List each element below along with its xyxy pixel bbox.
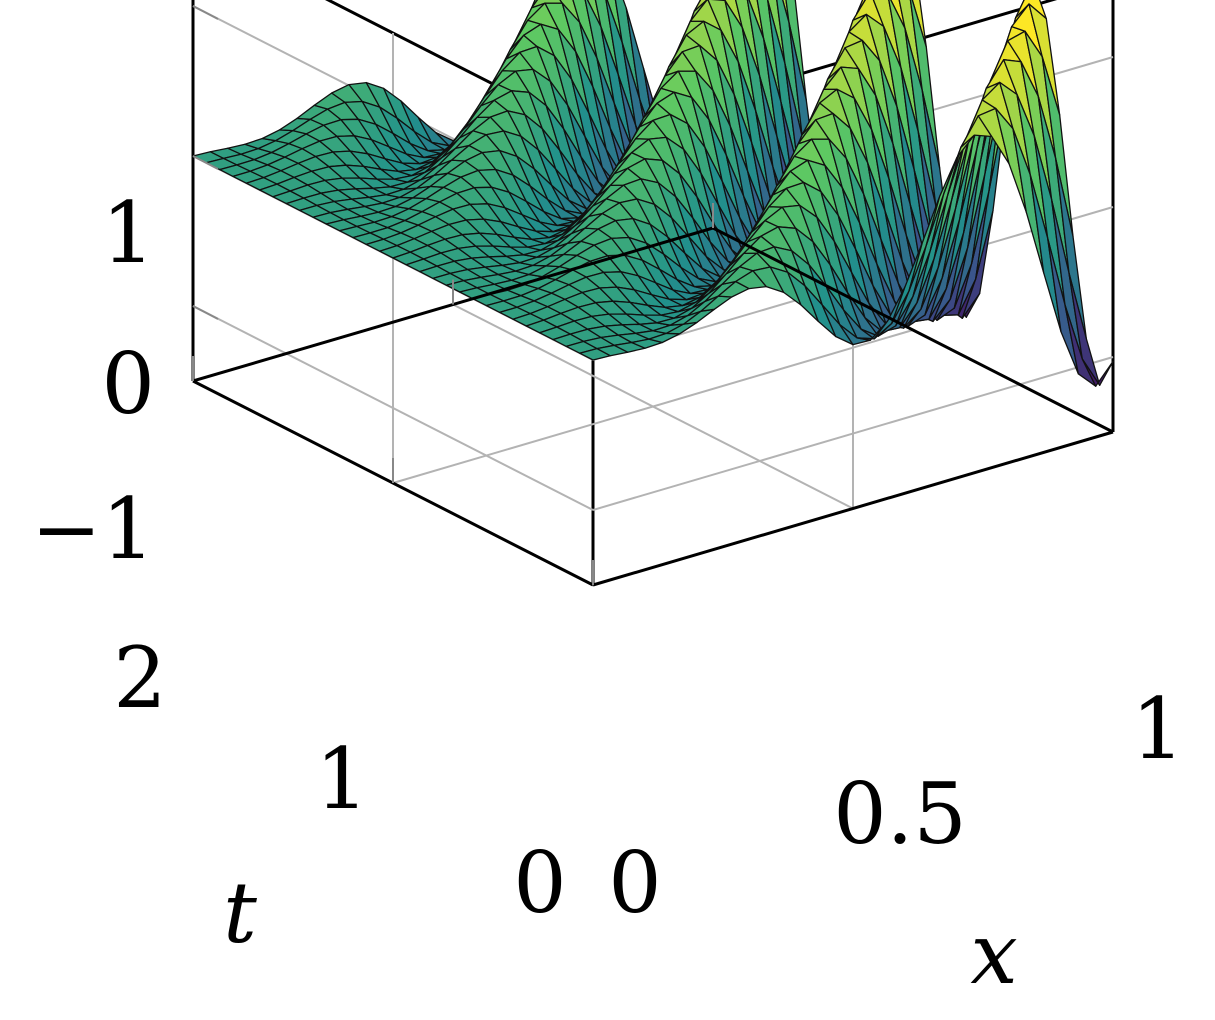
- floor-edge-t-front: [712, 226, 1114, 434]
- t-tick-label-0: 0: [513, 834, 566, 932]
- surface-quad: [1081, 358, 1114, 387]
- axis-ticks: [192, 5, 714, 585]
- z-tick-label-1: 1: [102, 184, 155, 282]
- t-axis-label: t: [223, 864, 257, 962]
- t-tick-label-2: 2: [113, 629, 166, 727]
- z-tick-mark: [192, 5, 219, 20]
- z-tick-label-minus1: −1: [31, 480, 155, 578]
- x-axis-label: x: [970, 905, 1017, 1003]
- z-tick-mark: [192, 305, 219, 320]
- floor-edge-x-back: [592, 430, 1114, 587]
- x-tick-label-0.5: 0.5: [833, 765, 967, 863]
- x-tick-label-1: 1: [1131, 680, 1184, 778]
- surface-mesh: [192, 0, 1114, 387]
- x-tick-label-0: 0: [608, 834, 661, 932]
- z-tick-mark: [192, 155, 219, 170]
- z-tick-label-0: 0: [102, 335, 155, 433]
- t-tick-label-1: 1: [315, 730, 368, 828]
- grid-t-floor: [392, 329, 914, 484]
